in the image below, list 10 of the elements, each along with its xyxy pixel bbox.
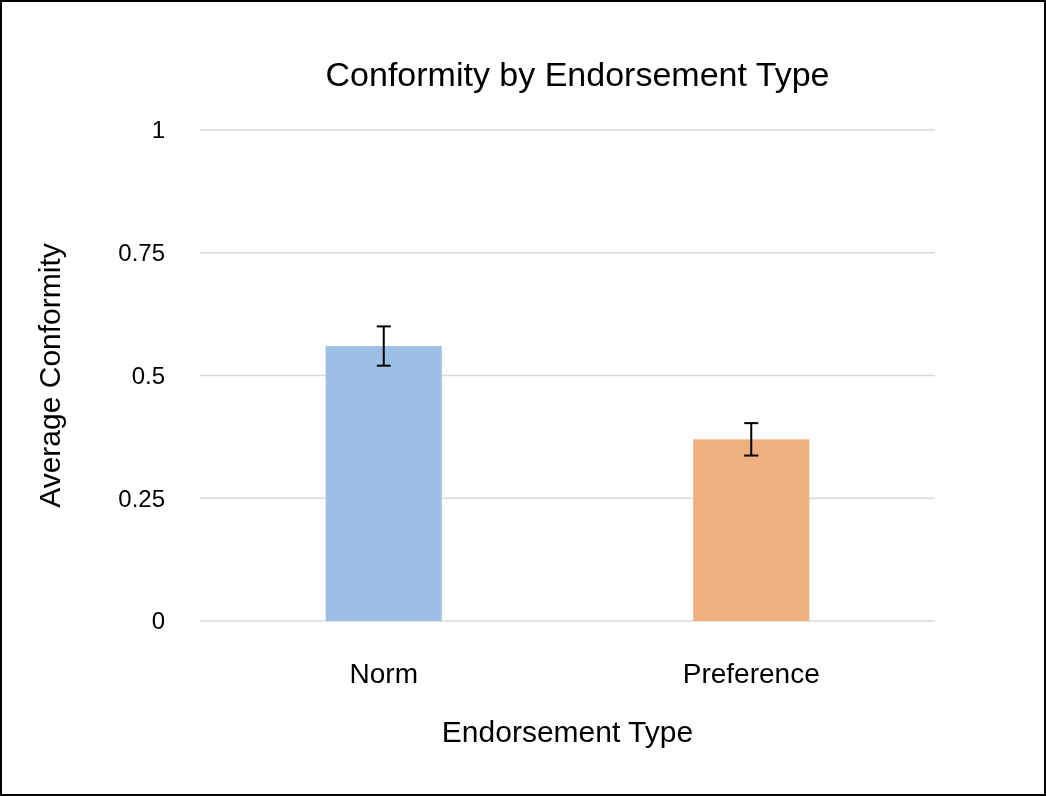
y-tick-label: 0.25 bbox=[118, 484, 165, 512]
y-tick-label: 0.75 bbox=[118, 239, 165, 267]
y-tick-label: 0 bbox=[151, 607, 165, 635]
chart-title: Conformity by Endorsement Type bbox=[325, 55, 830, 93]
x-tick-label: Norm bbox=[349, 658, 418, 689]
x-axis-title: Endorsement Type bbox=[441, 715, 694, 748]
y-tick-label: 0.5 bbox=[131, 361, 165, 389]
x-tick-label: Preference bbox=[682, 658, 820, 689]
y-axis-title: Average Conformity bbox=[33, 243, 66, 508]
y-tick-label: 1 bbox=[151, 116, 165, 144]
